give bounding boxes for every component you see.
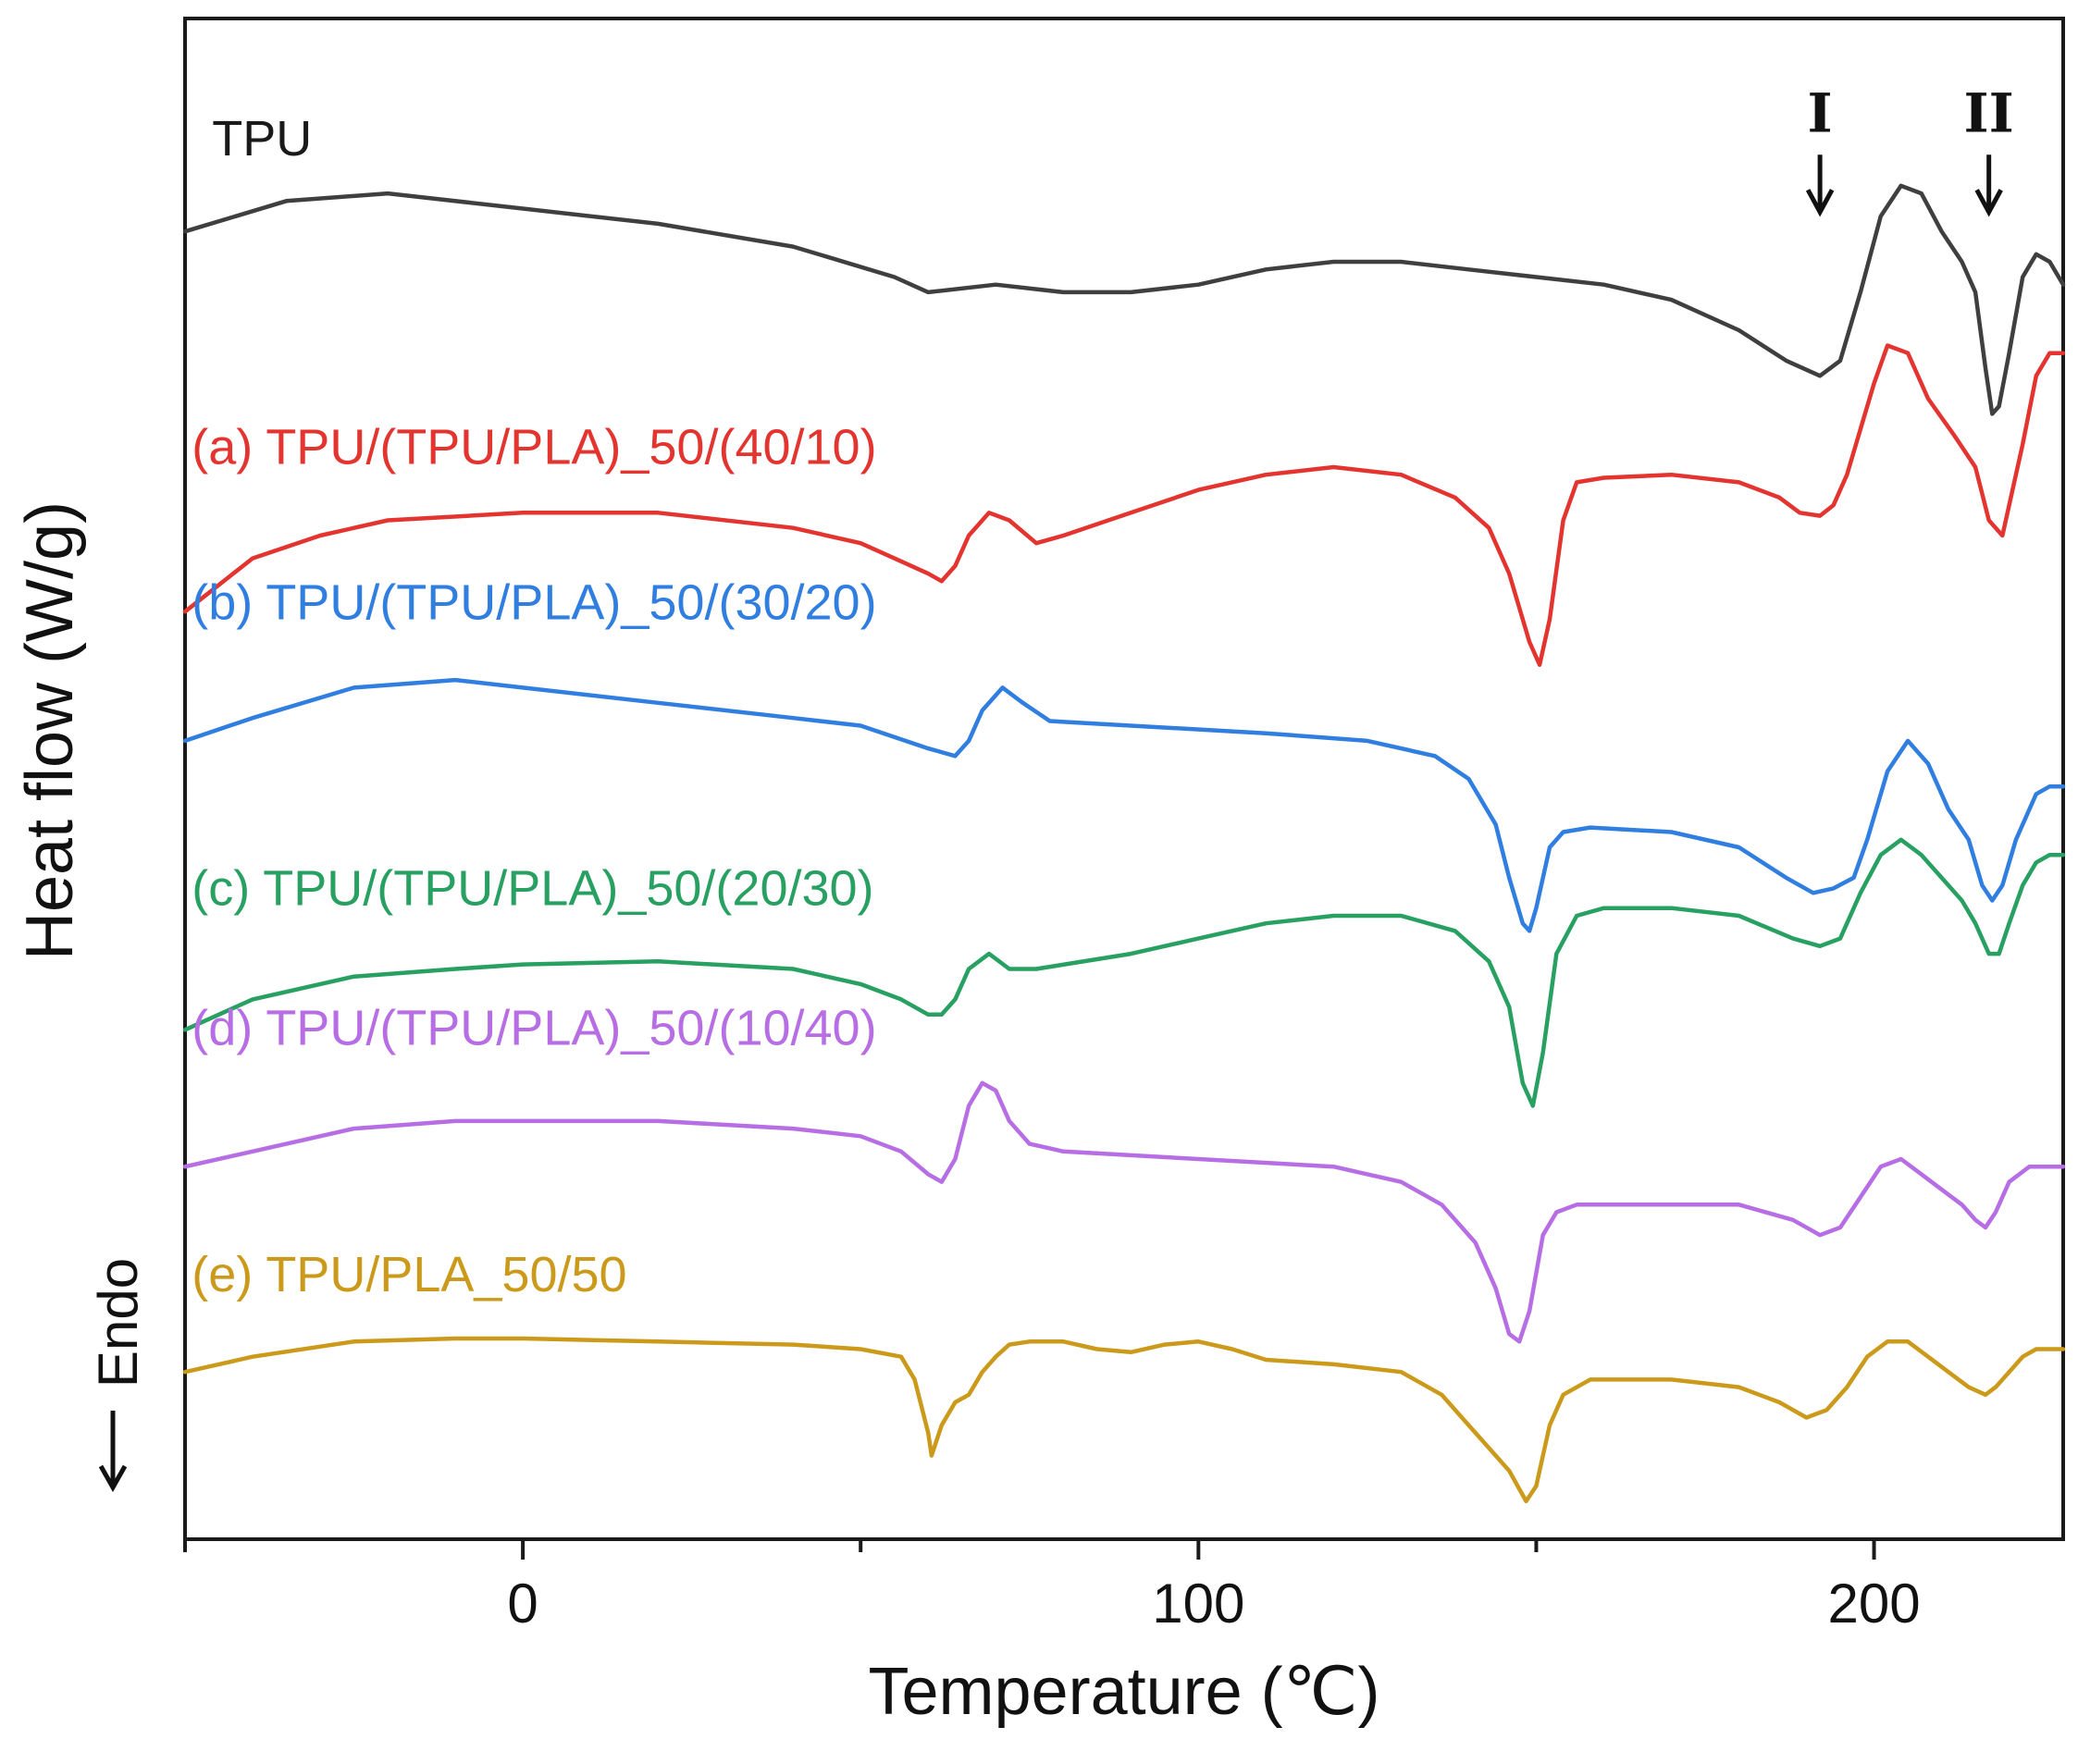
series-line bbox=[182, 1336, 2066, 1504]
series-d: (d) TPU/(TPU/PLA)_50/(10/40) bbox=[182, 1001, 2066, 1344]
series-line bbox=[182, 183, 2066, 416]
series-line bbox=[182, 837, 2066, 1108]
series-label: (e) TPU/PLA_50/50 bbox=[192, 1247, 626, 1302]
endo-annotation: Endo bbox=[87, 1258, 149, 1493]
series-label: (a) TPU/(TPU/PLA)_50/(40/10) bbox=[192, 420, 876, 475]
endo-label: Endo bbox=[87, 1258, 149, 1388]
peak-markers: I II bbox=[1805, 81, 2014, 217]
series-layer: TPU (a) TPU/(TPU/PLA)_50/(40/10) (b) TPU/(… bbox=[182, 111, 2066, 1504]
endo-arrow-head-icon bbox=[98, 1464, 128, 1493]
series-tpu: TPU bbox=[182, 111, 2066, 416]
series-e: (e) TPU/PLA_50/50 bbox=[182, 1247, 2066, 1504]
peak-marker-label: II bbox=[1964, 81, 2014, 144]
x-tick-label-200: 200 bbox=[1827, 1573, 1920, 1634]
series-label: (c) TPU/(TPU/PLA)_50/(20/30) bbox=[192, 860, 873, 916]
down-arrow-icon bbox=[1974, 189, 2003, 217]
series-b: (b) TPU/(TPU/PLA)_50/(30/20) bbox=[182, 574, 2066, 933]
series-a: (a) TPU/(TPU/PLA)_50/(40/10) bbox=[182, 343, 2066, 667]
series-label: (d) TPU/(TPU/PLA)_50/(10/40) bbox=[192, 1001, 876, 1056]
plot-frame bbox=[183, 17, 2065, 1541]
series-line bbox=[182, 677, 2066, 933]
x-tick-label-100: 100 bbox=[1152, 1573, 1244, 1634]
peak-marker-1: I bbox=[1805, 81, 1835, 217]
series-line bbox=[182, 343, 2066, 667]
x-tick-label-0: 0 bbox=[507, 1573, 538, 1634]
peak-marker-2: II bbox=[1964, 81, 2014, 217]
peak-marker-label: I bbox=[1808, 81, 1833, 144]
down-arrow-icon bbox=[1805, 189, 1835, 217]
x-axis-ticks: 0 100 200 bbox=[183, 1539, 1921, 1634]
series-label: TPU bbox=[212, 111, 312, 167]
series-label: (b) TPU/(TPU/PLA)_50/(30/20) bbox=[192, 574, 876, 630]
x-axis-title: Temperature (℃) bbox=[868, 1655, 1379, 1729]
series-line bbox=[182, 1080, 2066, 1344]
y-axis-title: Heat flow (W/g) bbox=[13, 501, 87, 960]
series-c: (c) TPU/(TPU/PLA)_50/(20/30) bbox=[182, 837, 2066, 1108]
